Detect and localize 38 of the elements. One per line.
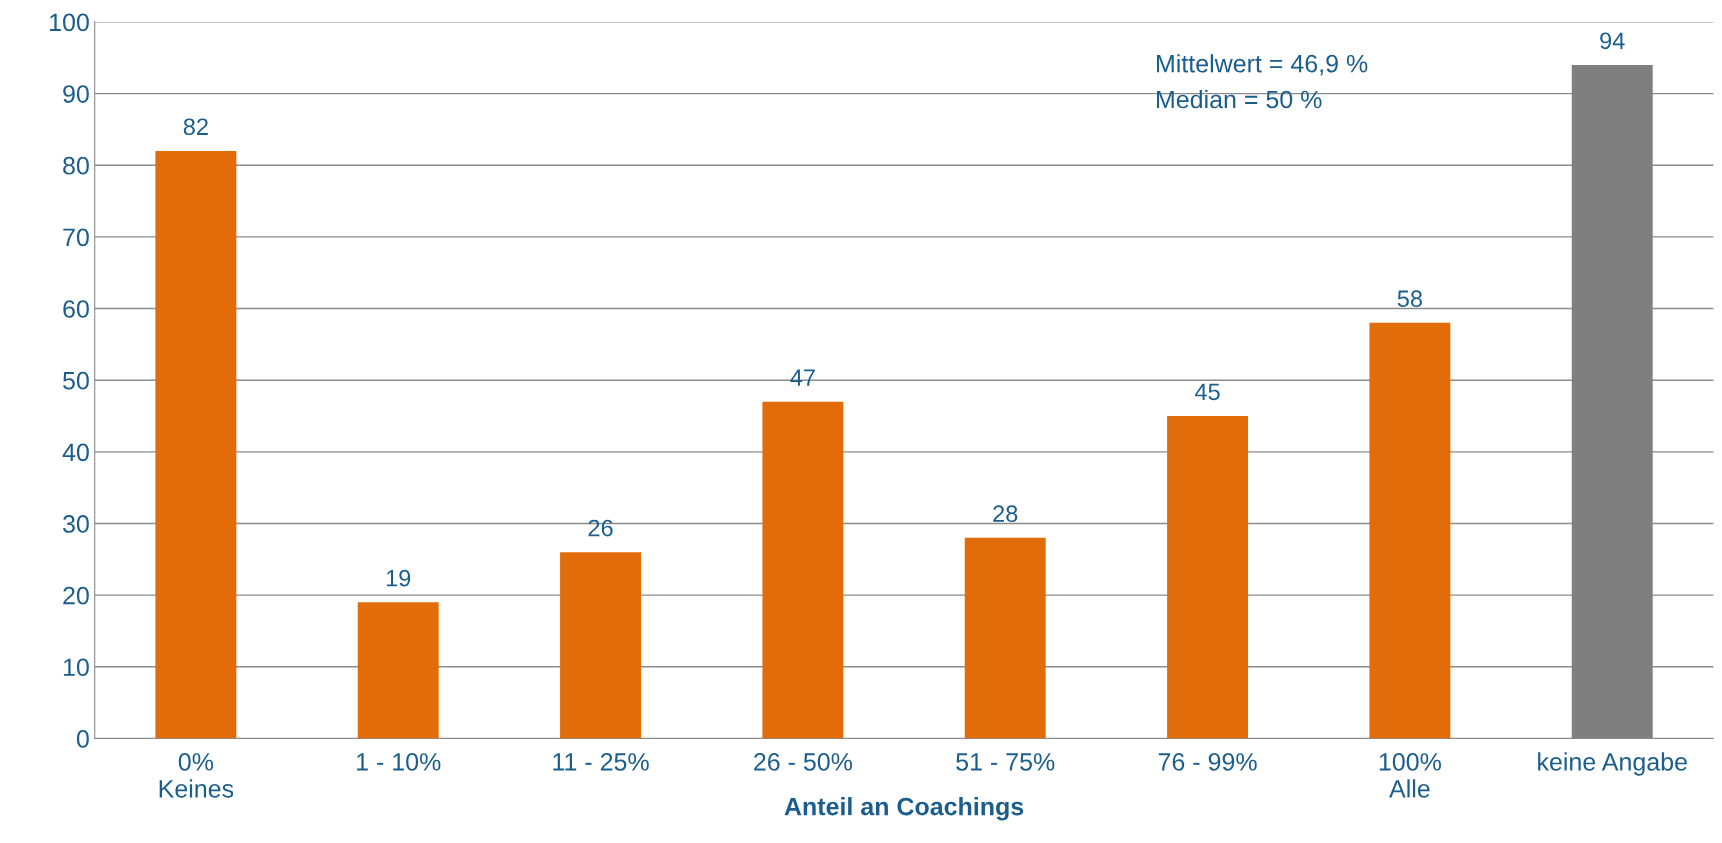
y-tick-label: 50: [63, 371, 89, 390]
annotation: Mittelwert = 46,9 %: [1157, 54, 1368, 76]
bar: [1571, 64, 1653, 739]
data-label: 94: [1600, 32, 1625, 50]
bar: [357, 602, 439, 739]
data-label: 82: [183, 118, 208, 136]
x-tick-label: 26 - 50%: [754, 753, 853, 771]
y-tick-label: 90: [63, 85, 89, 103]
y-tick-label: 0: [76, 730, 89, 748]
y-tick-label: 80: [63, 156, 89, 175]
y-tick-label: 70: [63, 228, 89, 247]
data-label: 58: [1397, 290, 1422, 308]
y-tick-label: 100: [50, 13, 89, 32]
bar: [560, 552, 642, 739]
data-label: 47: [790, 369, 815, 386]
data-label: 28: [993, 505, 1018, 523]
x-tick-label: 11 - 25%: [553, 753, 649, 771]
bar: [1369, 322, 1451, 739]
x-tick-label: 0% Keines: [159, 753, 234, 798]
y-tick-label: 10: [63, 658, 89, 677]
data-label: 19: [386, 569, 411, 587]
x-tick-label: 100% Alle: [1379, 753, 1441, 798]
x-axis-title: Anteil an Coachings: [784, 797, 1024, 821]
y-tick-label: 20: [63, 586, 89, 605]
x-tick-label: 1 - 10%: [357, 753, 441, 771]
y-tick-label: 30: [63, 515, 89, 533]
y-tick-label: 60: [63, 300, 89, 318]
x-tick-label: 51 - 75%: [956, 753, 1055, 771]
bar: [1167, 416, 1249, 739]
bar: [762, 401, 844, 739]
x-tick-label: keine Angabe: [1538, 752, 1687, 776]
y-tick-label: 40: [62, 443, 89, 462]
data-label: 45: [1194, 383, 1220, 401]
bar: [155, 150, 237, 739]
x-tick-label: 76 - 99%: [1158, 753, 1257, 771]
bar: [964, 537, 1046, 739]
data-label: 26: [588, 519, 613, 537]
annotation: Median = 50 %: [1157, 89, 1322, 109]
